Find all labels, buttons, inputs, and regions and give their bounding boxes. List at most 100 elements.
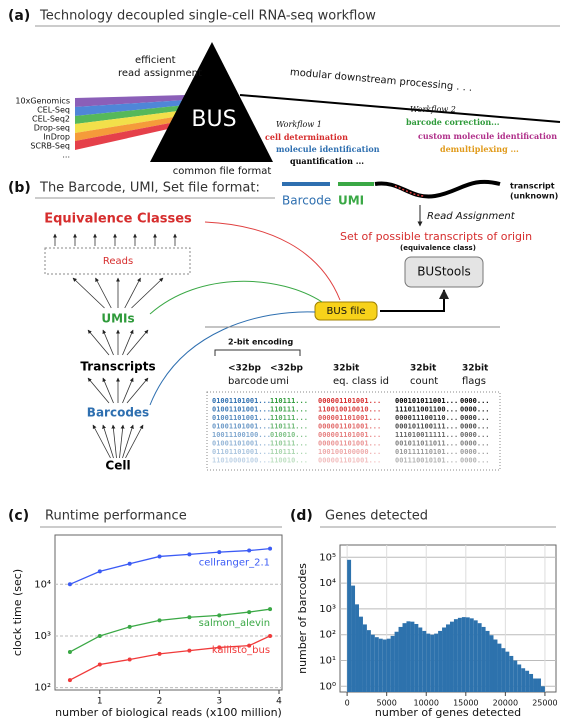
table-cell: 0000... [460,423,490,431]
arrow [123,378,134,403]
set-note: (equivalence class) [400,244,476,252]
arrow [132,278,164,308]
link-curve [150,312,315,405]
bus-file-text: BUS file [327,306,366,317]
x-tick-label: 2 [157,697,163,707]
umi-segment [338,182,374,186]
column-name: count [410,376,438,387]
point [187,615,191,619]
point [68,582,72,586]
table-cell: 11010000100... [212,457,271,465]
bar [450,622,454,692]
panel-title: The Barcode, UMI, Set file format: [39,181,260,196]
umi-label: UMI [338,194,364,208]
workflow-title: Workflow 2 [410,105,456,114]
point [268,634,272,638]
workflow-step: molecule identification [276,144,380,154]
series-label: cellranger_2.1 [199,558,270,569]
arrow [88,378,109,403]
bar [462,617,466,692]
bar [497,644,501,692]
point [268,547,272,551]
arrow [113,425,117,458]
arrow [125,278,141,308]
transcript-label: transcript [510,182,555,191]
arrow [88,330,109,355]
technology: CEL-Seq2 [32,115,70,124]
bar [406,621,410,692]
bar [403,623,407,692]
point [247,610,251,614]
point [158,554,162,558]
bar [533,679,537,692]
bar [395,632,399,692]
technology: ... [62,151,70,160]
bar [379,639,383,692]
table-cell: 110010... [270,457,308,465]
table-cell: 0000... [460,440,490,448]
table-cell: 110111... [270,448,308,456]
point [158,618,162,622]
encoding-label: 2-bit encoding [228,338,293,347]
point [217,550,221,554]
table-cell: 0000... [460,397,490,405]
bar [458,618,462,692]
bustools-text: BUStools [417,265,471,279]
bar [363,624,367,692]
table-cell: 001110010101... [395,457,458,465]
table-cell: 01001101001... [212,397,271,405]
table-cell: 001011011011... [395,440,458,448]
bar [517,664,521,692]
arrow [103,378,114,403]
table-cell: 000001101001... [318,440,381,448]
point [98,634,102,638]
table-cell: 01001101001... [212,423,271,431]
arrow [123,330,134,355]
table-cell: 0000... [460,414,490,422]
table-cell: 000001101001... [318,397,381,405]
figure: (a) Technology decoupled single-cell RNA… [0,0,564,720]
table-cell: 010111110101... [395,448,458,456]
column-name: eq. class id [333,376,389,387]
point [158,652,162,656]
bar [391,636,395,692]
hierarchy-label: Transcripts [80,360,155,374]
point [187,649,191,653]
table-cell: 000001101001... [318,423,381,431]
x-tick-label: 4 [276,697,282,707]
bar [359,617,363,692]
y-tick-label: 10⁵ [319,552,336,563]
bar [482,627,486,692]
bar [434,634,438,692]
transcript-label: (unknown) [510,192,558,201]
bar [513,660,517,692]
bus-caption: common file format [173,166,272,177]
table-cell: 01001101001... [212,440,271,448]
table-cell: 110111... [270,423,308,431]
bar [371,635,375,692]
bar [474,620,478,692]
workflow-title: Workflow 1 [276,120,322,129]
arrow [127,330,148,355]
bar [478,623,482,692]
technology: InDrop [43,133,70,142]
y-tick-label: 10⁴ [319,578,336,589]
arrow [96,278,112,308]
point [247,549,251,553]
table-cell: 10011100100... [212,431,271,439]
point [98,569,102,573]
y-axis-label: number of barcodes [296,563,309,674]
panel-title: Genes detected [325,509,428,524]
hierarchy-label: UMIs [101,312,134,326]
y-axis-label: clock time (sec) [11,569,24,656]
hierarchy-label: Equivalence Classes [44,212,192,227]
column-name: barcode [228,376,268,387]
barcode-segment [282,182,330,186]
bar [410,622,414,692]
point [128,562,132,566]
table-cell: 110111... [270,414,308,422]
bar [521,668,525,692]
workflow-step: demultiplexing ... [440,144,519,154]
point [268,607,272,611]
workflow-step: barcode correction... [406,117,500,127]
